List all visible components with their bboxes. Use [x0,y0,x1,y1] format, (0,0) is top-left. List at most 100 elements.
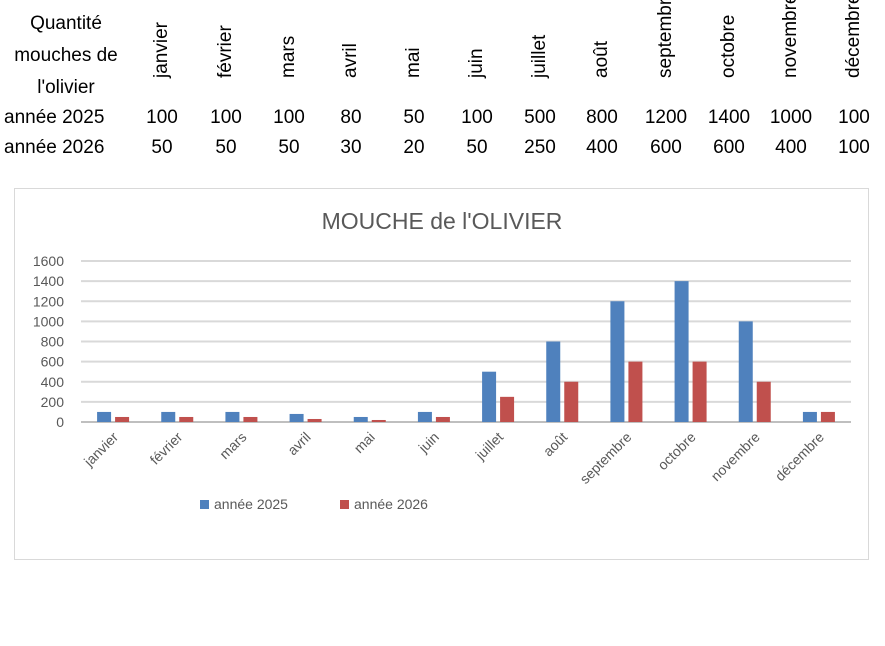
month-header-label: avril [340,43,361,78]
table-title-line-3: l'olivier [37,77,95,98]
month-header-7: août [582,0,622,100]
x-tick-label: novembre [708,429,763,484]
chart-svg: MOUCHE de l'OLIVIER 0 200 400 600 800 1000 1200… [33,208,851,512]
table-title-line-2: mouches de [14,45,118,66]
month-header-2: mars [269,0,309,100]
bar-2025 [482,371,497,422]
month-header-0: janvier [142,0,182,100]
month-header-label: octobre [718,14,739,78]
table-title-line-1: Quantité [30,13,102,34]
month-header-1: février [206,0,246,100]
month-header-label: septembre [655,0,676,78]
table-cell: 500 [524,107,556,128]
y-tick-label: 1200 [33,293,64,309]
bar-2025 [97,411,112,422]
table-cell: 100 [146,107,178,128]
bar-2026 [307,418,322,422]
bar-2026 [435,416,450,422]
legend-label-2026: année 2026 [354,496,428,512]
bar-2025 [417,411,432,422]
data-table: Quantité mouches de l'olivier janvier fév… [0,0,885,170]
month-header-8: septembre [646,0,686,100]
x-tick-label: octobre [654,429,698,473]
x-tick-label: mai [351,429,378,456]
table-cell: 30 [340,137,362,158]
y-tick-label: 0 [56,414,64,430]
month-header-label: décembre [843,0,864,78]
table-cell: 250 [524,137,556,158]
y-tick-label: 1000 [33,313,64,329]
bar-2026 [179,416,194,422]
y-tick-label: 200 [41,394,65,410]
x-tick-label: janvier [80,429,121,470]
month-header-label: mai [403,47,424,78]
x-tick-label: septembre [576,429,634,487]
y-tick-label: 600 [41,354,65,370]
chart-area: MOUCHE de l'OLIVIER 0 200 400 600 800 1000 1200… [14,188,869,560]
legend-swatch-2025 [200,500,209,509]
x-tick-label: août [540,429,571,460]
table-cell: 1000 [769,107,813,128]
bar-2026 [756,381,771,422]
bar-2026 [243,416,258,422]
bar-2025 [610,301,625,422]
chart-title: MOUCHE de l'OLIVIER [322,208,563,234]
y-tick-label: 800 [41,334,65,350]
y-tick-label: 1400 [33,273,64,289]
x-tick-label: juillet [472,429,507,464]
table-cell: 100 [838,107,870,128]
month-header-label: août [591,41,612,78]
table-cell: 20 [403,137,425,158]
bar-2026 [628,361,643,422]
x-tick-label: décembre [772,429,827,484]
month-header-label: novembre [780,0,801,78]
table-cell: 400 [586,137,618,158]
row-label-2025: année 2025 [4,107,105,128]
table-cell: 80 [340,107,362,128]
month-header-10: novembre [771,0,811,100]
month-header-3: avril [331,0,371,100]
bar-2025 [738,321,753,422]
bar-2026 [500,396,515,422]
bar-2026 [115,416,130,422]
table-cell: 50 [151,137,173,158]
table-cell: 800 [586,107,618,128]
table-cell: 50 [403,107,425,128]
legend-label-2025: année 2025 [214,496,288,512]
month-header-4: mai [394,0,434,100]
bar-2026 [692,361,707,422]
bar-2025 [802,411,817,422]
table-cell: 1400 [707,107,751,128]
table-cell: 600 [650,137,682,158]
y-tick-label: 400 [41,374,65,390]
table-cell: 100 [838,137,870,158]
month-header-label: juillet [529,34,550,78]
bar-2025 [353,416,368,422]
row-label-2026: année 2026 [4,137,105,158]
y-tick-label: 1600 [33,253,64,269]
table-cell: 600 [713,137,745,158]
bar-2025 [161,411,176,422]
month-header-11: décembre [834,0,874,100]
x-tick-label: février [147,429,186,468]
month-header-label: février [215,25,236,78]
month-header-label: janvier [151,22,172,78]
table-cell: 100 [210,107,242,128]
month-header-5: juin [457,0,497,100]
table-cell: 100 [461,107,493,128]
bar-2025 [546,341,561,422]
bar-2026 [564,381,579,422]
x-tick-label: juin [415,429,442,456]
month-header-6: juillet [520,0,560,100]
table-cell: 50 [466,137,488,158]
month-header-label: mars [278,35,299,78]
bar-2025 [289,413,304,422]
bar-2025 [225,411,240,422]
table-title: Quantité mouches de l'olivier [0,8,132,104]
x-tick-label: mars [216,429,249,462]
table-cell: 50 [215,137,237,158]
x-tick-label: avril [284,429,313,458]
table-cell: 1200 [644,107,688,128]
table-cell: 50 [278,137,300,158]
table-cell: 100 [273,107,305,128]
